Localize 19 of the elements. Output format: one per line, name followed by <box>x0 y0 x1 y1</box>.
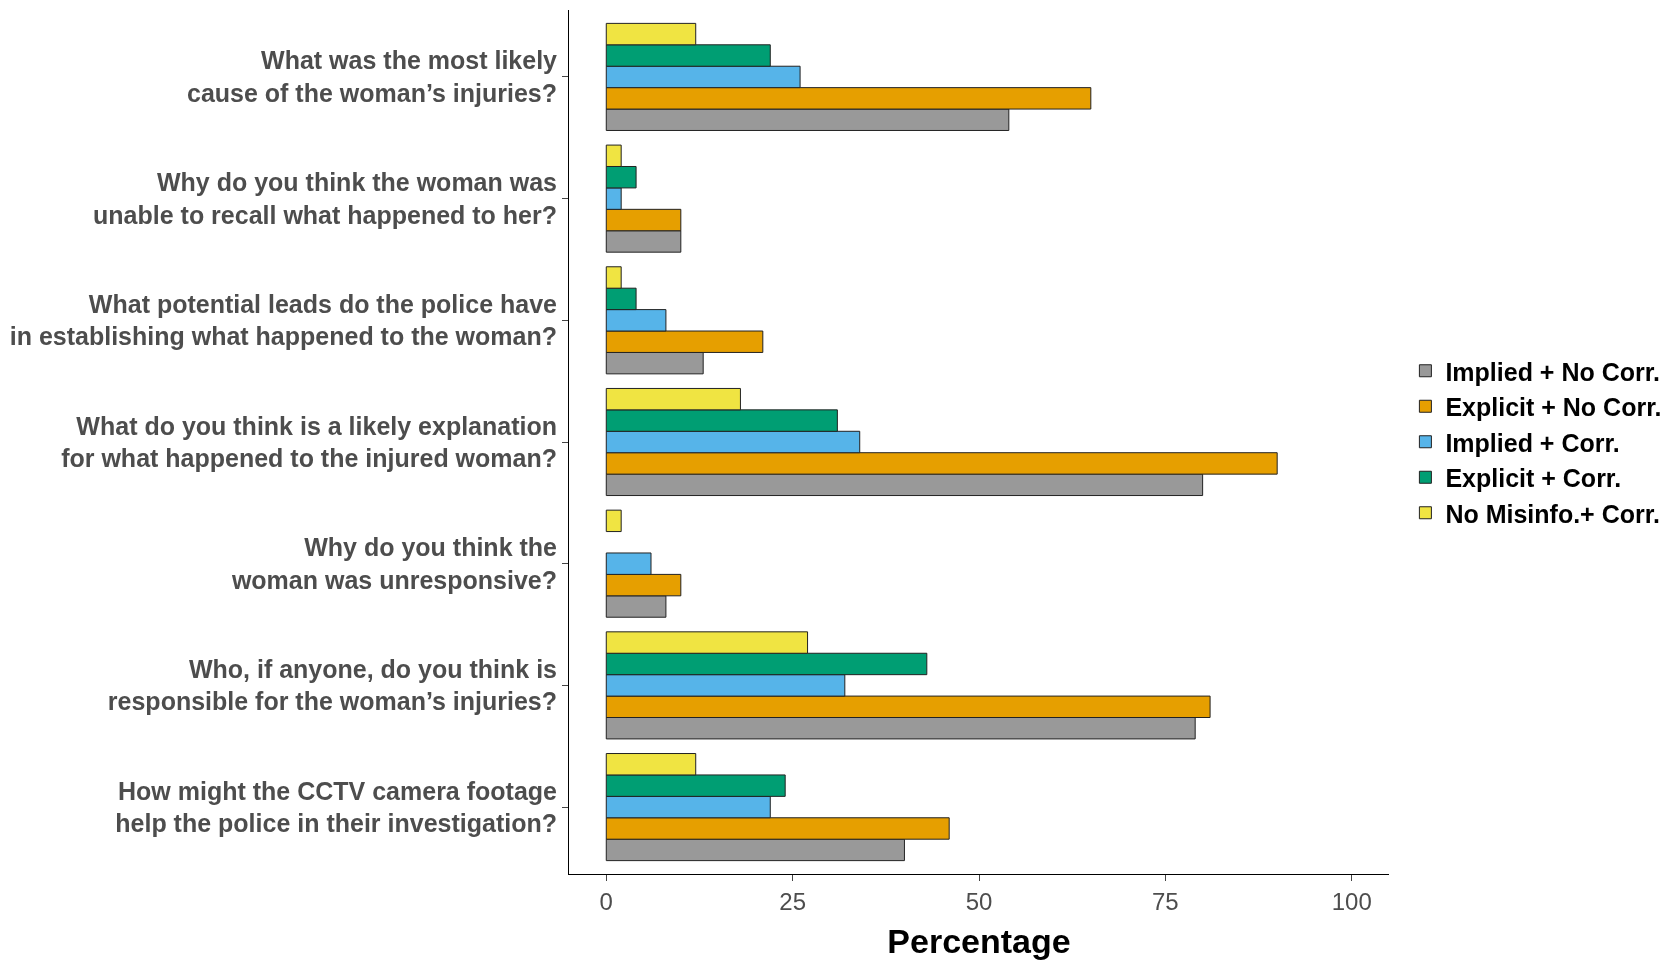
x-tick-label: 25 <box>779 887 806 915</box>
legend-label: Implied + Corr. <box>1445 428 1620 457</box>
y-tick-label: What was the most likely cause of the woman’s injuries? <box>187 46 558 107</box>
legend-label: No Misinfo.+ Corr. <box>1445 499 1661 528</box>
x-tick-label: 50 <box>965 887 993 915</box>
legend-label: Explicit + Corr. <box>1445 464 1622 492</box>
x-tick-label: 100 <box>1331 887 1372 915</box>
x-tick-label: 75 <box>1152 887 1179 915</box>
y-tick-label: What do you think is a likely explanation for what happened to the injured woman? <box>61 411 557 472</box>
y-tick-label: Who, if anyone, do you think is responsible for the woman’s injuries? <box>107 654 557 716</box>
x-tick-label: 0 <box>599 887 613 915</box>
y-tick-label: What potential leads do the police have in establishing what happened to the woman? <box>9 289 558 351</box>
legend-label: Implied + No Corr. <box>1445 357 1661 386</box>
legend-label: Explicit + No Corr. <box>1445 393 1662 421</box>
y-tick-label: Why do you think the woman was unable to recall what happened to her? <box>93 168 557 229</box>
bar <box>605 509 622 533</box>
y-tick-label: Why do you think the woman was unresponsive? <box>230 533 558 594</box>
x-axis-title: Percentage <box>887 922 1071 961</box>
y-tick-label: How might the CCTV camera footage help the police in their investigation? <box>115 776 558 838</box>
